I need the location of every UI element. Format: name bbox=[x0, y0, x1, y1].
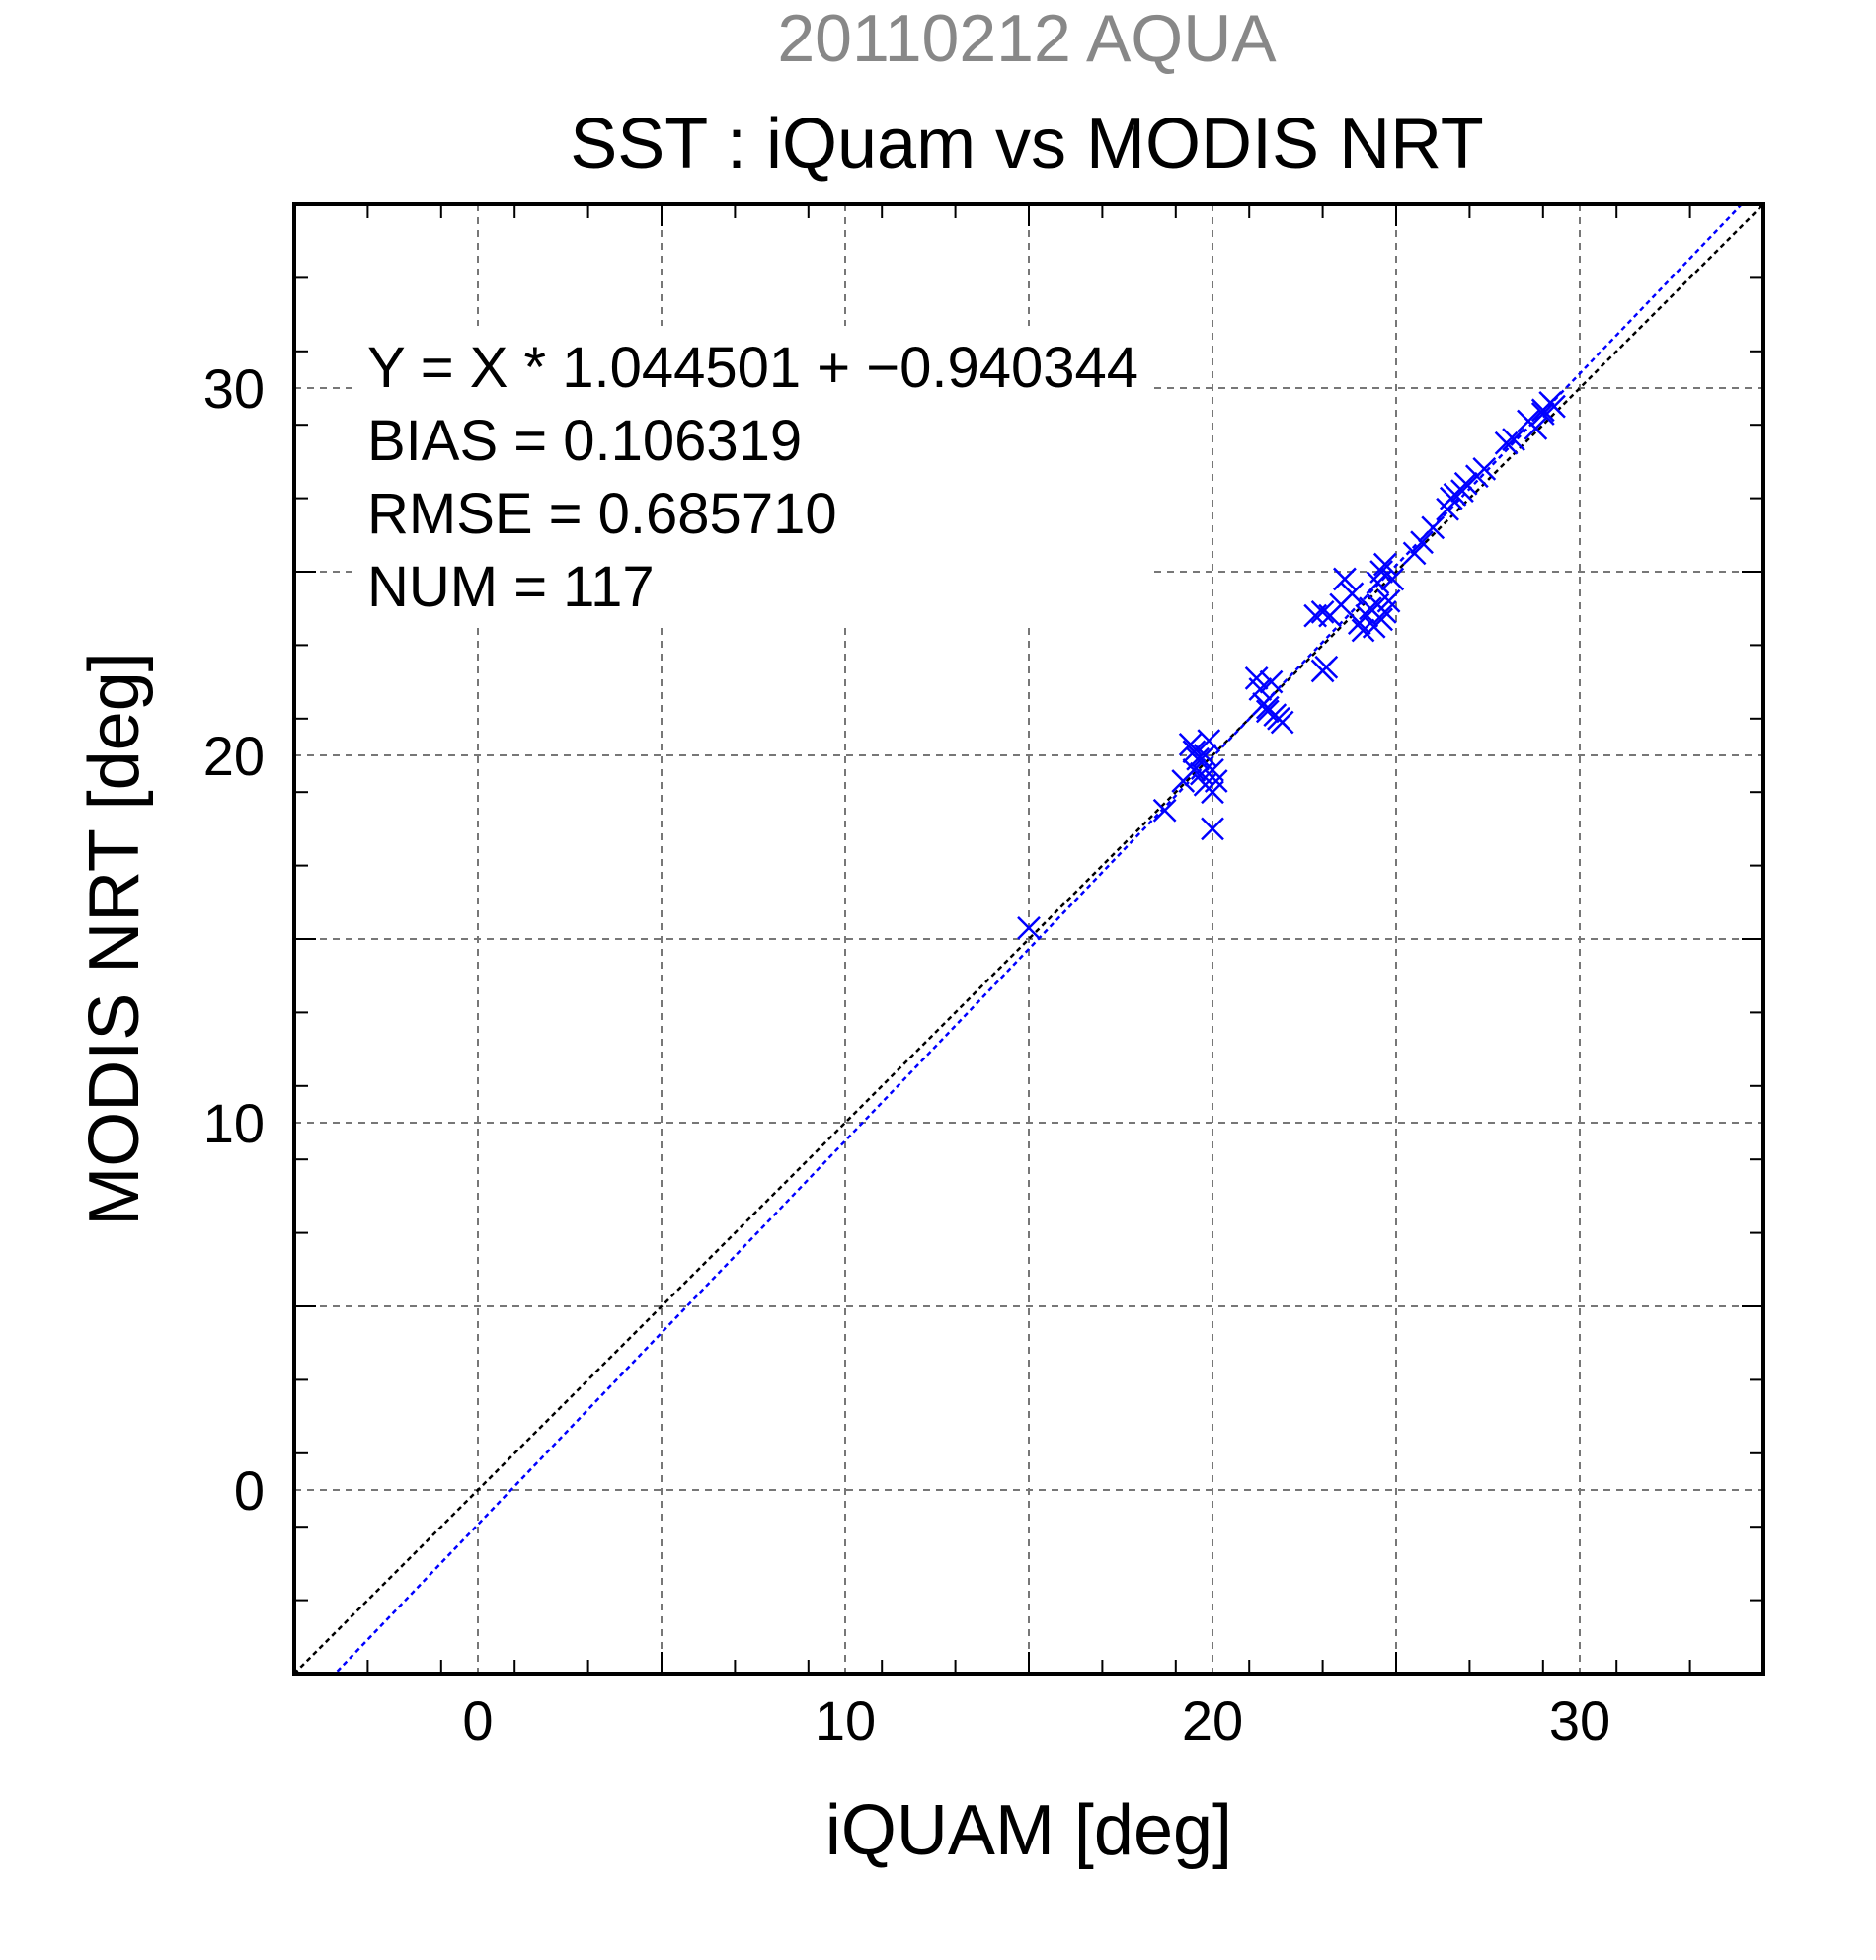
data-point bbox=[1421, 515, 1446, 540]
data-point bbox=[1152, 798, 1177, 823]
data-points bbox=[1017, 390, 1566, 940]
data-point bbox=[1410, 530, 1434, 555]
annotation-bias: BIAS = 0.106319 bbox=[367, 409, 802, 473]
y-tick-label: 20 bbox=[203, 725, 265, 787]
annotation-regression: Y = X * 1.044501 + −0.940344 bbox=[367, 336, 1138, 400]
data-point bbox=[1193, 744, 1217, 767]
data-point bbox=[1333, 567, 1357, 591]
y-tick-label: 0 bbox=[234, 1459, 265, 1522]
data-point bbox=[1472, 456, 1497, 481]
data-point bbox=[1380, 567, 1405, 591]
data-point bbox=[1310, 600, 1335, 624]
annotation-rmse: RMSE = 0.685710 bbox=[367, 482, 837, 546]
plot-frame bbox=[292, 202, 1765, 1676]
chart-title: SST : iQuam vs MODIS NRT bbox=[570, 105, 1484, 184]
data-point bbox=[1502, 428, 1525, 451]
x-tick-label: 0 bbox=[462, 1689, 493, 1752]
minor-ticks bbox=[293, 203, 1764, 1675]
data-point bbox=[1453, 471, 1478, 496]
data-point bbox=[1017, 915, 1041, 940]
y-tick-labels: 0 10 20 30 bbox=[203, 357, 265, 1522]
x-tick-labels: 0 10 20 30 bbox=[462, 1689, 1610, 1752]
data-point bbox=[1524, 417, 1548, 440]
data-point bbox=[1201, 817, 1224, 841]
chart-top-title: 20110212 AQUA bbox=[777, 1, 1277, 76]
data-point bbox=[1530, 398, 1555, 423]
data-point bbox=[1494, 431, 1519, 455]
reference-lines bbox=[294, 204, 1763, 1674]
x-tick-label: 30 bbox=[1549, 1689, 1610, 1752]
data-point bbox=[1372, 552, 1397, 577]
data-point bbox=[1530, 402, 1555, 426]
regression-line bbox=[333, 204, 1744, 1674]
data-point bbox=[1248, 677, 1273, 701]
statistics-annotation: Y = X * 1.044501 + −0.940344 BIAS = 0.10… bbox=[357, 326, 1153, 622]
annotation-num: NUM = 117 bbox=[367, 555, 655, 619]
data-point bbox=[1204, 769, 1228, 793]
data-point bbox=[1402, 541, 1427, 566]
data-point bbox=[1255, 699, 1280, 724]
y-tick-label: 10 bbox=[203, 1092, 265, 1154]
data-point bbox=[1340, 582, 1365, 606]
data-point bbox=[1369, 607, 1394, 632]
data-point bbox=[1369, 560, 1394, 584]
data-point bbox=[1197, 729, 1221, 753]
data-point bbox=[1259, 669, 1284, 694]
x-tick-label: 10 bbox=[815, 1689, 876, 1752]
data-point bbox=[1182, 757, 1207, 782]
data-point bbox=[1376, 588, 1401, 613]
data-point bbox=[1255, 695, 1280, 720]
data-point bbox=[1178, 732, 1203, 756]
y-tick-label: 30 bbox=[203, 357, 265, 420]
data-point bbox=[1314, 655, 1339, 679]
y-axis-label: MODIS NRT [deg] bbox=[75, 652, 154, 1226]
x-tick-label: 20 bbox=[1182, 1689, 1243, 1752]
x-axis-label: iQUAM [deg] bbox=[825, 1791, 1232, 1870]
